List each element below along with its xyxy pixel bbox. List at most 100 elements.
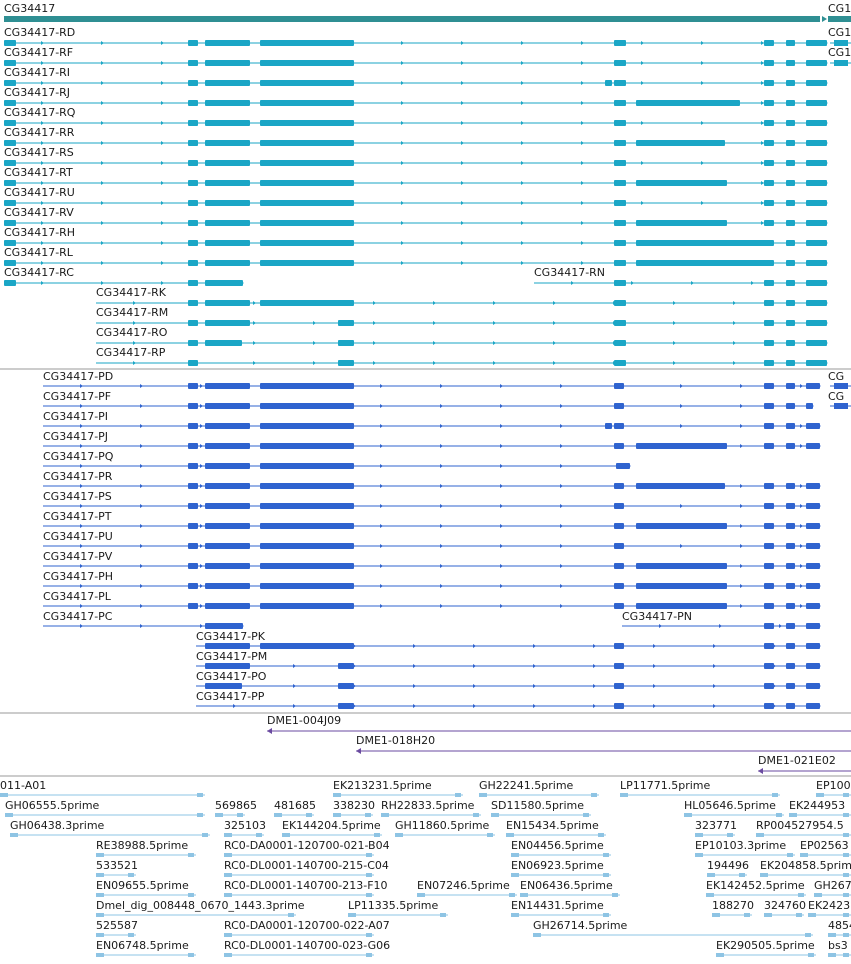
- est-block[interactable]: [814, 893, 822, 897]
- mrna-exon[interactable]: [614, 360, 626, 366]
- est-block[interactable]: [96, 933, 104, 937]
- est-item[interactable]: EN07246.5prime: [417, 879, 517, 897]
- mrna-exon[interactable]: [764, 120, 774, 126]
- cds-label[interactable]: CG34417-PJ: [43, 430, 108, 443]
- est-label[interactable]: bs3: [828, 939, 848, 952]
- est-block-end[interactable]: [612, 893, 618, 897]
- mrna-exon[interactable]: [806, 260, 827, 266]
- cds-exon[interactable]: [614, 383, 624, 389]
- cds-exon[interactable]: [786, 523, 795, 529]
- est-item[interactable]: LP11335.5prime: [348, 899, 448, 917]
- cds-exon[interactable]: [764, 703, 774, 709]
- cds-label[interactable]: CG34417-PU: [43, 530, 113, 543]
- est-block-end[interactable]: [188, 893, 194, 897]
- est-block-end[interactable]: [366, 853, 372, 857]
- mrna-label[interactable]: CG34417-RK: [96, 286, 167, 299]
- est-label[interactable]: RC0-DL0001-140700-023-G06: [224, 939, 390, 952]
- clone-label[interactable]: DME1-021E02: [758, 754, 836, 767]
- cds-exon[interactable]: [614, 563, 624, 569]
- cds-exon[interactable]: [205, 583, 250, 589]
- est-block[interactable]: [224, 833, 232, 837]
- est-item[interactable]: EN04456.5prime: [511, 839, 611, 857]
- cds-label[interactable]: CG34417-PR: [43, 470, 113, 483]
- mrna-exon[interactable]: [764, 140, 774, 146]
- cds-row[interactable]: CG34417-PU: [43, 530, 821, 549]
- cds-exon[interactable]: [786, 643, 795, 649]
- est-block[interactable]: [760, 873, 768, 877]
- est-item[interactable]: RC0-DL0001-140700-213-F10: [224, 879, 388, 897]
- cds-exon[interactable]: [260, 403, 354, 409]
- mrna-row[interactable]: CG34417-RL: [4, 246, 828, 266]
- est-item[interactable]: EK290505.5prime: [716, 939, 816, 957]
- est-block[interactable]: [215, 813, 223, 817]
- cds-exon[interactable]: [614, 523, 624, 529]
- mrna-row[interactable]: CG34417-RM: [96, 306, 828, 326]
- cds-label[interactable]: CG34417-PP: [196, 690, 265, 703]
- mrna-exon[interactable]: [614, 220, 626, 226]
- mrna-exon[interactable]: [338, 360, 354, 366]
- gene-bar-next[interactable]: [828, 16, 851, 22]
- est-block-end[interactable]: [739, 873, 745, 877]
- mrna-exon[interactable]: [786, 340, 795, 346]
- est-item[interactable]: LP11771.5prime: [620, 779, 780, 797]
- est-block-end[interactable]: [188, 853, 194, 857]
- mrna-exon[interactable]: [786, 240, 795, 246]
- cds-exon[interactable]: [205, 643, 250, 649]
- mrna-exon[interactable]: [205, 160, 250, 166]
- est-label[interactable]: Dmel_dig_008448_0670_1443.3prime: [96, 899, 305, 912]
- est-block[interactable]: [800, 853, 808, 857]
- cds-row[interactable]: CG34417-PV: [43, 550, 821, 569]
- est-block[interactable]: [816, 793, 824, 797]
- cds-row[interactable]: CG34417-PD CG: [43, 370, 851, 389]
- est-label[interactable]: EK213231.5prime: [333, 779, 432, 792]
- mrna-exon[interactable]: [205, 200, 250, 206]
- est-item[interactable]: EK142452.5prime: [706, 879, 806, 897]
- mrna-exon[interactable]: [260, 100, 354, 106]
- est-block[interactable]: [716, 953, 724, 957]
- mrna-exon[interactable]: [260, 120, 354, 126]
- est-block[interactable]: [764, 913, 772, 917]
- cds-exon[interactable]: [786, 583, 795, 589]
- mrna-exon[interactable]: [786, 260, 795, 266]
- mrna-exon[interactable]: [188, 100, 198, 106]
- est-block[interactable]: [479, 793, 487, 797]
- cds-exon[interactable]: [188, 503, 198, 509]
- cds-row[interactable]: CG34417-PR: [43, 470, 821, 489]
- est-label[interactable]: 4854: [828, 919, 851, 932]
- mrna-exon[interactable]: [205, 40, 250, 46]
- mrna-exon[interactable]: [260, 240, 354, 246]
- mrna-exon[interactable]: [806, 100, 827, 106]
- mrna-exon[interactable]: [636, 180, 727, 186]
- est-item[interactable]: 4854: [828, 919, 851, 937]
- cds-exon[interactable]: [338, 663, 354, 669]
- est-block-end[interactable]: [843, 893, 849, 897]
- cds-exon[interactable]: [764, 623, 774, 629]
- cds-exon-next[interactable]: [834, 383, 848, 389]
- est-block[interactable]: [684, 813, 692, 817]
- est-block[interactable]: [282, 833, 290, 837]
- mrna-exon[interactable]: [188, 180, 198, 186]
- mrna-exon[interactable]: [205, 120, 250, 126]
- est-label[interactable]: EN04456.5prime: [511, 839, 604, 852]
- est-block-end[interactable]: [598, 833, 604, 837]
- est-block[interactable]: [96, 893, 104, 897]
- mrna-exon[interactable]: [614, 340, 626, 346]
- mrna-exon[interactable]: [786, 320, 795, 326]
- est-item[interactable]: EP100: [816, 779, 851, 797]
- cds-exon[interactable]: [614, 483, 624, 489]
- gene-label[interactable]: CG34417: [4, 2, 55, 15]
- mrna-exon[interactable]: [4, 180, 16, 186]
- cds-exon[interactable]: [614, 663, 624, 669]
- mrna-label[interactable]: CG34417-RD: [4, 26, 75, 39]
- cds-exon[interactable]: [260, 483, 354, 489]
- cds-row[interactable]: CG34417-PP: [196, 690, 821, 709]
- mrna-exon[interactable]: [614, 160, 626, 166]
- cds-label[interactable]: CG34417-PT: [43, 510, 112, 523]
- mrna-exon[interactable]: [188, 40, 198, 46]
- cds-label[interactable]: CG34417-PK: [196, 630, 266, 643]
- est-label[interactable]: EN15434.5prime: [506, 819, 599, 832]
- est-label[interactable]: GH06438.3prime: [10, 819, 105, 832]
- cds-exon[interactable]: [205, 503, 250, 509]
- cds-exon[interactable]: [786, 443, 795, 449]
- mrna-exon[interactable]: [205, 260, 250, 266]
